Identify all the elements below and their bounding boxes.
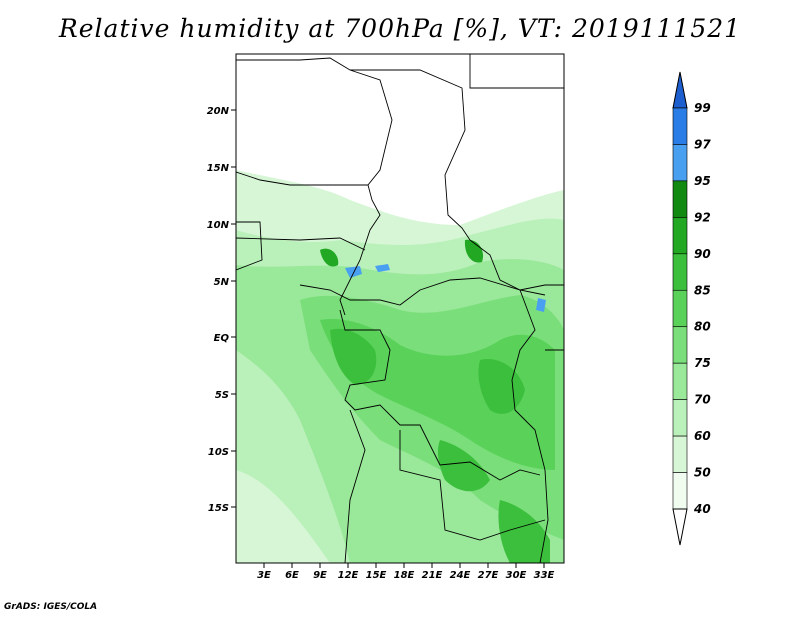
- lat-axis: 20N 15N 10N 5N EQ 5S 10S 15S: [207, 106, 236, 514]
- colorbar-label: 90: [694, 247, 711, 261]
- colorbar-segment: [672, 289, 688, 328]
- humidity-field: [236, 54, 564, 563]
- country-borders: [236, 54, 564, 563]
- lon-label-27e: 27E: [478, 570, 499, 581]
- lat-label-10n: 10N: [207, 220, 230, 231]
- grads-credit: GrADS: IGES/COLA: [4, 602, 98, 612]
- colorbar-segment: [672, 144, 688, 182]
- colorbar-label: 99: [694, 101, 711, 115]
- colorbar-segments: [672, 107, 688, 510]
- lon-label-3e: 3E: [257, 570, 271, 581]
- colorbar-label: 60: [694, 429, 711, 443]
- lat-label-5s: 5S: [215, 390, 229, 401]
- colorbar-top-arrow: [672, 71, 688, 109]
- colorbar-segment: [672, 399, 688, 437]
- colorbar-segment: [672, 362, 688, 400]
- colorbar-label: 70: [694, 393, 711, 407]
- colorbar-segment: [672, 472, 688, 510]
- lon-label-15e: 15E: [366, 570, 387, 581]
- colorbar-label: 97: [694, 137, 711, 151]
- rh-90-area: [320, 239, 484, 267]
- lon-label-24e: 24E: [450, 570, 471, 581]
- colorbar-segment: [672, 107, 688, 145]
- colorbar-label: 40: [693, 502, 711, 516]
- lat-label-15n: 15N: [207, 163, 230, 174]
- lat-label-15s: 15S: [208, 503, 229, 514]
- colorbar-bottom-arrow: [672, 508, 688, 546]
- colorbar-segment: [672, 180, 688, 218]
- colorbar-label: 92: [694, 210, 711, 224]
- colorbar-segment: [672, 253, 688, 291]
- lon-label-30e: 30E: [506, 570, 527, 581]
- colorbar-label: 95: [694, 174, 711, 188]
- colorbar-segment: [672, 217, 688, 255]
- lat-label-eq: EQ: [214, 333, 230, 344]
- colorbar: 99 97 95 92 90 85 80 75 70 60 50 40: [672, 71, 711, 546]
- map-frame: [235, 53, 565, 564]
- rh-85-area: [330, 328, 550, 563]
- lat-label-5n: 5N: [214, 277, 230, 288]
- colorbar-segment: [672, 326, 688, 364]
- colorbar-label: 75: [694, 356, 711, 370]
- lon-label-6e: 6E: [285, 570, 299, 581]
- lon-label-9e: 9E: [313, 570, 327, 581]
- rh-80-area: [320, 319, 555, 470]
- colorbar-segment: [672, 435, 688, 473]
- lon-label-12e: 12E: [338, 570, 359, 581]
- lon-label-18e: 18E: [394, 570, 415, 581]
- lon-label-21e: 21E: [422, 570, 443, 581]
- colorbar-label: 50: [694, 466, 711, 480]
- colorbar-labels: 99 97 95 92 90 85 80 75 70 60 50 40: [693, 101, 711, 516]
- colorbar-label: 85: [694, 283, 711, 297]
- lon-label-33e: 33E: [534, 570, 555, 581]
- lat-label-20n: 20N: [207, 106, 230, 117]
- lat-label-10s: 10S: [208, 447, 229, 458]
- colorbar-label: 80: [694, 320, 711, 334]
- map-title: Relative humidity at 700hPa [%], VT: 201…: [58, 14, 742, 43]
- lon-axis: 3E 6E 9E 12E 15E 18E 21E 24E 27E 30E 33E: [257, 563, 555, 581]
